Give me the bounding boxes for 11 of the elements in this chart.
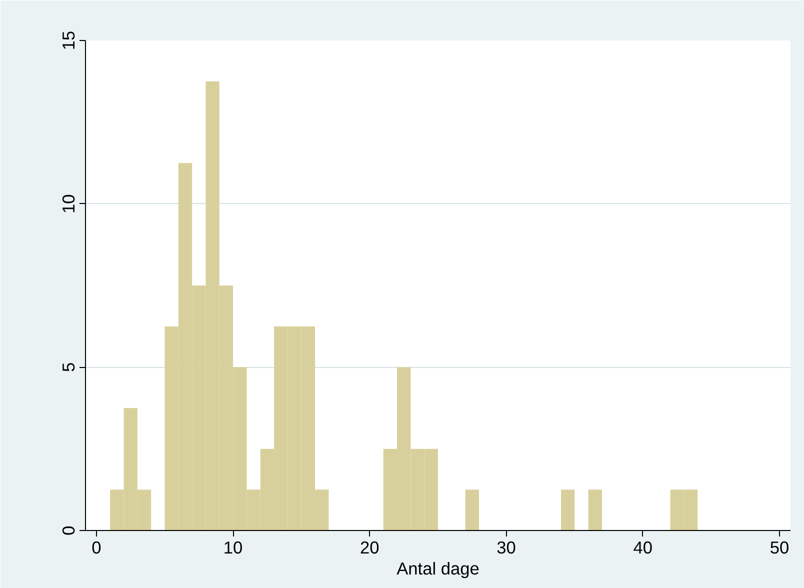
x-tick-label: 40 (633, 538, 653, 558)
y-tick-label: 10 (58, 194, 78, 214)
x-tick-label: 50 (770, 538, 790, 558)
y-tick-label: 15 (58, 30, 78, 50)
y-tick-label: 0 (58, 526, 78, 536)
x-tick-label: 10 (223, 538, 243, 558)
y-tick-label: 5 (58, 362, 78, 372)
x-tick-label: 20 (360, 538, 380, 558)
x-tick-label: 0 (92, 538, 102, 558)
x-tick-label: 30 (496, 538, 516, 558)
x-axis-title: Antal dage (396, 558, 480, 578)
